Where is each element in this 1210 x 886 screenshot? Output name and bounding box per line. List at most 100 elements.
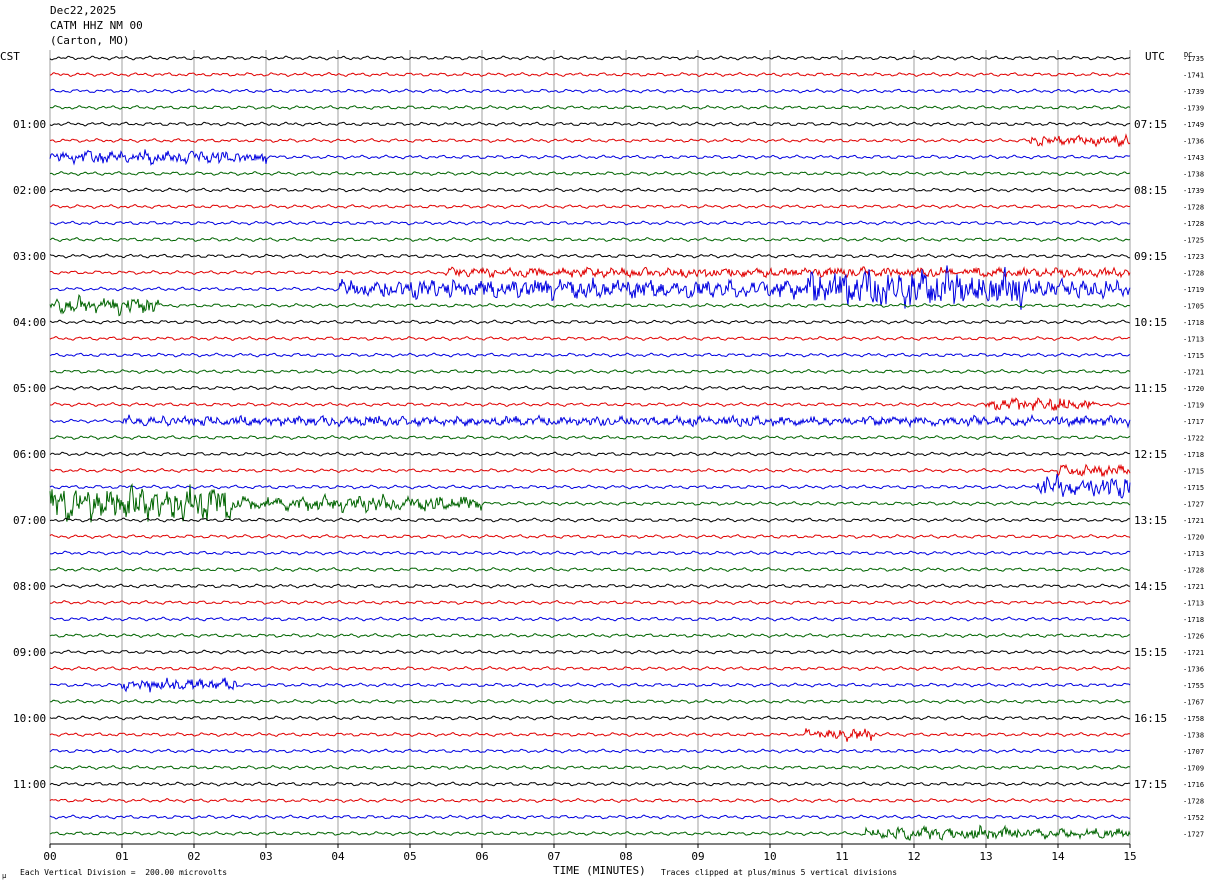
trace-row-14 <box>49 265 1131 310</box>
dc-offset-label: -1713 <box>1183 550 1204 558</box>
trace-row-20 <box>49 385 1131 391</box>
x-axis: 00 01 02 03 04 05 06 07 08 09 10 11 12 13 14 15 <box>43 843 1137 863</box>
trace-row-13 <box>49 266 1131 279</box>
right-hour-label: 10:15 <box>1134 316 1167 329</box>
trace-row-4 <box>49 121 1131 127</box>
xaxis-tick-label: 11 <box>835 850 848 863</box>
traces: -1735 -1741 -1739 -1739 -1749 -1736 -1743 -1738… <box>13 55 1204 841</box>
trace-row-1 <box>49 72 1131 77</box>
right-timezone-label: UTC <box>1145 50 1165 63</box>
dc-offset-label: -1717 <box>1183 418 1204 426</box>
dc-offset-label: -1709 <box>1183 765 1204 773</box>
dc-offset-label: -1725 <box>1183 237 1204 245</box>
left-hour-label: 04:00 <box>13 316 46 329</box>
division-note: Each Vertical Division = 200.00 microvol… <box>20 868 227 877</box>
header-location: (Carton, MO) <box>50 34 130 47</box>
left-timezone-label: CST <box>0 50 20 63</box>
trace-row-47 <box>49 824 1131 841</box>
dc-offset-label: -1739 <box>1183 105 1204 113</box>
left-hour-label: 05:00 <box>13 382 46 395</box>
trace-row-46 <box>49 814 1131 820</box>
header-station: CATM HHZ NM 00 <box>50 19 143 32</box>
trace-row-12 <box>49 253 1131 259</box>
dc-offset-label: -1721 <box>1183 649 1204 657</box>
left-hour-label: 01:00 <box>13 118 46 131</box>
dc-offset-label: -1720 <box>1183 534 1204 542</box>
left-hour-label: 08:00 <box>13 580 46 593</box>
dc-offset-label: -1728 <box>1183 270 1204 278</box>
clip-note: Traces clipped at plus/minus 5 vertical … <box>661 868 897 877</box>
trace-row-29 <box>49 534 1131 539</box>
trace-row-40 <box>49 715 1131 721</box>
dc-offset-label: -1736 <box>1183 666 1204 674</box>
xaxis-tick-label: 03 <box>259 850 272 863</box>
xaxis-tick-label: 04 <box>331 850 345 863</box>
trace-row-30 <box>49 550 1131 556</box>
trace-row-39 <box>49 699 1131 705</box>
right-hour-label: 12:15 <box>1134 448 1167 461</box>
header-date: Dec22,2025 <box>50 4 117 17</box>
right-hour-label: 14:15 <box>1134 580 1167 593</box>
xaxis-tick-label: 09 <box>691 850 704 863</box>
trace-row-6 <box>49 149 1130 166</box>
xaxis-tick-label: 01 <box>115 850 128 863</box>
dc-offset-label: -1705 <box>1183 303 1204 311</box>
xaxis-tick-label: 08 <box>619 850 632 863</box>
dc-offset-label: -1739 <box>1183 187 1204 195</box>
trace-row-28 <box>49 517 1131 523</box>
right-hour-label: 07:15 <box>1134 118 1167 131</box>
trace-row-10 <box>49 220 1131 226</box>
right-hour-label: 08:15 <box>1134 184 1167 197</box>
left-hour-label: 02:00 <box>13 184 46 197</box>
right-hour-label: 09:15 <box>1134 250 1167 263</box>
trace-row-17 <box>49 336 1131 341</box>
dc-offset-label: -1726 <box>1183 633 1204 641</box>
dc-offset-label: -1713 <box>1183 600 1204 608</box>
trace-row-22 <box>50 413 1131 429</box>
xaxis-tick-label: 06 <box>475 850 488 863</box>
dc-offset-label: -1727 <box>1183 501 1204 509</box>
right-hour-label: 16:15 <box>1134 712 1167 725</box>
trace-row-33 <box>50 600 1131 605</box>
xaxis-tick-label: 05 <box>403 850 416 863</box>
dc-offset-label: -1719 <box>1183 286 1204 294</box>
trace-row-26 <box>49 473 1131 499</box>
dc-offset-label: -1715 <box>1183 484 1204 492</box>
left-hour-label: 07:00 <box>13 514 46 527</box>
dc-offset-label: -1721 <box>1183 517 1204 525</box>
trace-row-43 <box>49 765 1131 770</box>
dc-offset-label: -1738 <box>1183 171 1204 179</box>
right-hour-label: 15:15 <box>1134 646 1167 659</box>
trace-row-38 <box>49 677 1131 693</box>
trace-row-32 <box>49 583 1131 589</box>
trace-row-0 <box>49 55 1131 61</box>
trace-row-27 <box>49 483 1131 523</box>
trace-row-2 <box>49 88 1130 94</box>
dc-offset-label: -1727 <box>1183 831 1204 839</box>
dc-offset-label: -1749 <box>1183 121 1204 129</box>
left-hour-label: 03:00 <box>13 250 46 263</box>
trace-row-16 <box>49 319 1131 325</box>
trace-row-34 <box>49 616 1131 622</box>
trace-row-25 <box>50 463 1131 478</box>
dc-offset-label: -1715 <box>1183 468 1204 476</box>
xaxis-tick-label: 12 <box>907 850 920 863</box>
left-hour-label: 11:00 <box>13 778 46 791</box>
xaxis-tick-label: 14 <box>1051 850 1065 863</box>
right-hour-label: 11:15 <box>1134 382 1167 395</box>
left-hour-label: 09:00 <box>13 646 46 659</box>
xaxis-tick-label: 07 <box>547 850 560 863</box>
xaxis-tick-label: 02 <box>187 850 200 863</box>
left-hour-label: 10:00 <box>13 712 46 725</box>
xaxis-tick-label: 13 <box>979 850 992 863</box>
trace-row-5 <box>50 133 1131 148</box>
trace-row-23 <box>49 434 1131 440</box>
dc-offset-label: -1743 <box>1183 154 1204 162</box>
trace-row-31 <box>49 567 1131 572</box>
dc-offset-label: -1721 <box>1183 583 1204 591</box>
dc-offset-label: -1718 <box>1183 616 1204 624</box>
xaxis-tick-label: 00 <box>43 850 56 863</box>
dc-offset-label: -1728 <box>1183 220 1204 228</box>
dc-offset-label: -1741 <box>1183 72 1204 80</box>
